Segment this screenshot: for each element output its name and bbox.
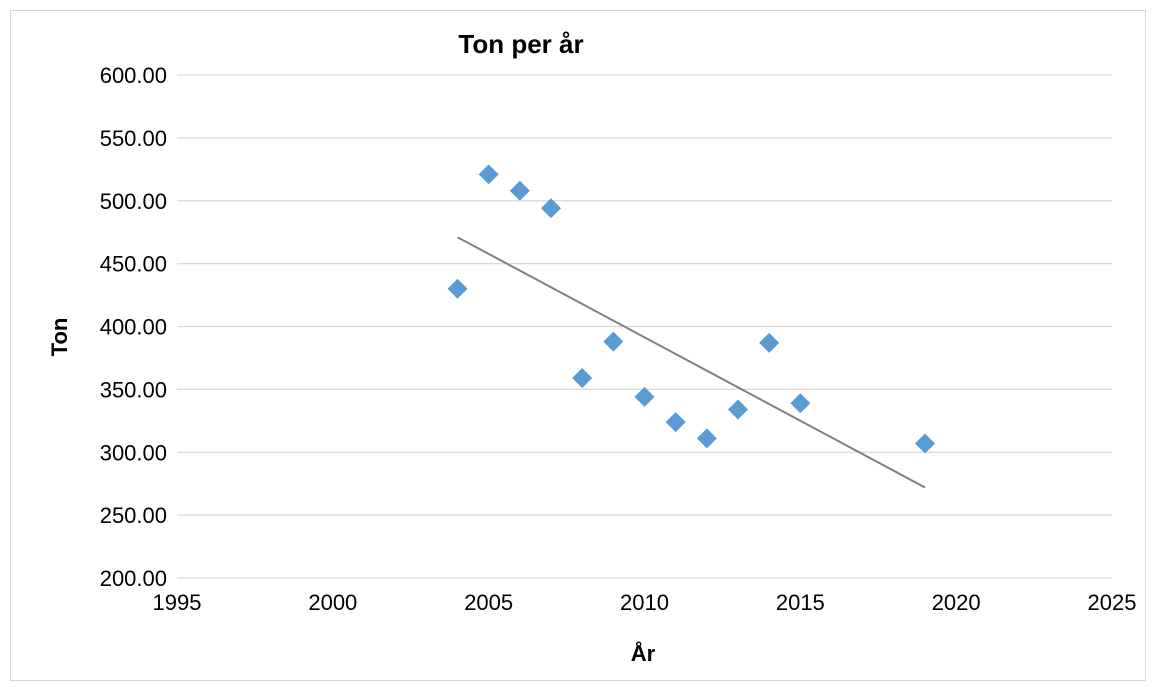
data-point xyxy=(509,180,530,201)
data-point xyxy=(728,399,748,420)
x-tick-label: 2005 xyxy=(464,590,513,615)
y-tick-label: 350.00 xyxy=(100,377,167,402)
data-point xyxy=(790,393,811,414)
y-axis-ticks: 200.00 250.00 300.00 350.00 400.00 450.00 500.… xyxy=(100,63,167,591)
data-point xyxy=(447,278,468,299)
y-tick-label: 200.00 xyxy=(100,566,167,591)
data-points xyxy=(447,164,935,454)
trendline xyxy=(457,236,926,489)
x-tick-label: 2000 xyxy=(308,590,357,615)
data-point xyxy=(603,331,624,352)
x-tick-label: 2025 xyxy=(1088,590,1137,615)
data-point xyxy=(478,164,499,185)
y-tick-label: 400.00 xyxy=(100,315,167,340)
data-point xyxy=(634,386,655,407)
y-tick-label: 550.00 xyxy=(100,126,167,151)
chart-title: Ton per år xyxy=(458,29,583,59)
y-tick-label: 300.00 xyxy=(100,440,167,465)
x-tick-label: 2020 xyxy=(932,590,981,615)
data-point xyxy=(759,332,780,353)
x-tick-label: 2010 xyxy=(620,590,669,615)
x-tick-label: 2015 xyxy=(776,590,825,615)
x-tick-label: 1995 xyxy=(153,590,202,615)
data-point xyxy=(572,368,593,389)
data-point xyxy=(541,198,561,219)
data-point xyxy=(696,428,717,449)
scatter-chart: 200.00 250.00 300.00 350.00 400.00 450.00 500.… xyxy=(47,29,1137,666)
y-tick-label: 250.00 xyxy=(100,503,167,528)
x-axis-ticks: 1995 2000 2005 2010 2015 2020 2025 xyxy=(153,590,1137,615)
y-tick-label: 450.00 xyxy=(100,252,167,277)
y-tick-label: 600.00 xyxy=(100,63,167,88)
data-point xyxy=(665,412,686,433)
y-tick-label: 500.00 xyxy=(100,189,167,214)
x-axis-title: År xyxy=(631,640,656,666)
gridlines xyxy=(177,74,1112,579)
chart-frame: 200.00 250.00 300.00 350.00 400.00 450.00 500.… xyxy=(10,10,1146,681)
y-axis-title: Ton xyxy=(47,318,72,357)
trendline-layer xyxy=(457,236,926,489)
data-point xyxy=(915,433,935,454)
